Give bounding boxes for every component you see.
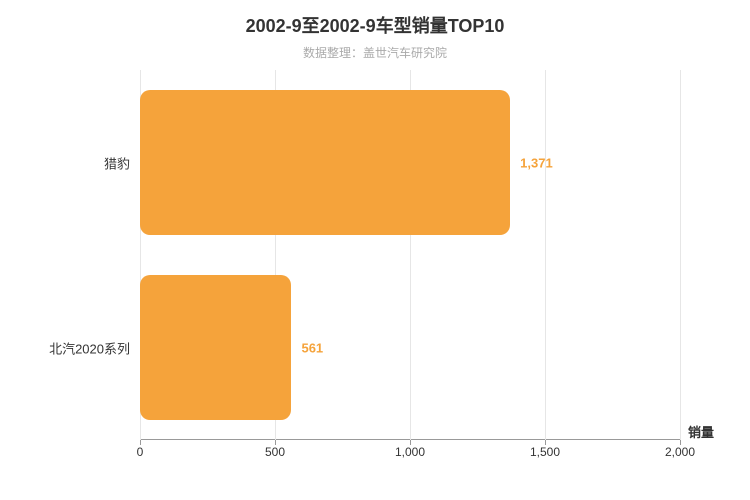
chart-container: 2002-9至2002-9车型销量TOP10 数据整理：盖世汽车研究院 1,37…	[0, 0, 750, 500]
chart-title: 2002-9至2002-9车型销量TOP10	[0, 0, 750, 38]
grid-line	[680, 70, 681, 440]
bar	[140, 275, 291, 419]
y-category-label: 猎豹	[104, 153, 130, 172]
bar	[140, 90, 510, 234]
bar-value-label: 1,371	[520, 155, 553, 170]
bar-value-label: 561	[301, 340, 323, 355]
x-axis-title: 销量	[688, 422, 714, 441]
x-tick-label: 2,000	[665, 445, 695, 459]
plot-area: 1,371 561	[140, 70, 680, 440]
chart-subtitle: 数据整理：盖世汽车研究院	[0, 44, 750, 61]
x-tick-label: 500	[265, 445, 285, 459]
y-category-label: 北汽2020系列	[49, 338, 130, 357]
x-tick-label: 1,000	[395, 445, 425, 459]
x-tick-label: 0	[137, 445, 144, 459]
x-tick-label: 1,500	[530, 445, 560, 459]
grid-line	[545, 70, 546, 440]
